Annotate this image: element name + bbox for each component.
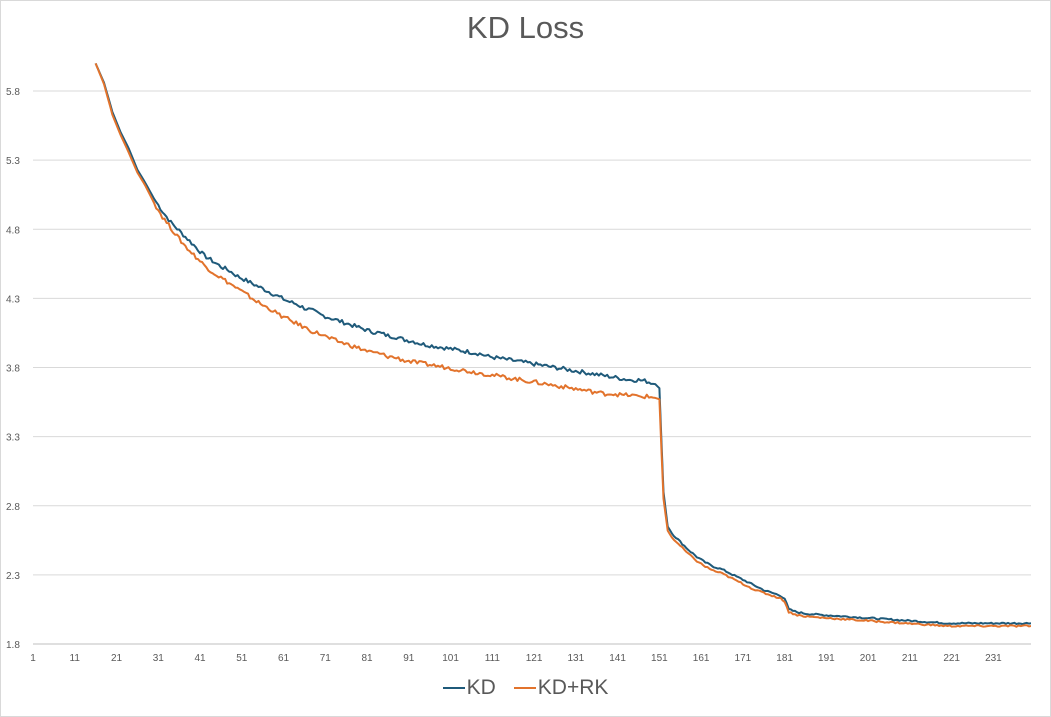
- legend-label-kd-rk: KD+RK: [537, 676, 609, 699]
- legend-label-kd: KD: [466, 676, 496, 699]
- x-tick-label: 111: [485, 653, 501, 664]
- y-tick-label: 4.8: [6, 225, 20, 236]
- x-tick-label: 121: [526, 653, 543, 664]
- x-tick-label: 191: [818, 653, 835, 664]
- y-tick-label: 3.8: [6, 364, 20, 375]
- chart-title: KD Loss: [466, 10, 585, 45]
- x-tick-label: 221: [943, 653, 960, 664]
- y-tick-label: 5.8: [6, 87, 20, 98]
- x-tick-label: 1: [30, 653, 36, 664]
- legend-swatch-kd: [442, 687, 465, 689]
- x-tick-label: 31: [153, 653, 165, 664]
- legend-item-kd: KD: [442, 676, 496, 700]
- y-tick-label: 5.3: [6, 156, 20, 167]
- series-line-kd-rk: [94, 63, 1031, 628]
- x-tick-label: 11: [70, 653, 81, 664]
- x-tick-label: 101: [442, 653, 459, 664]
- y-tick-label: 4.3: [6, 294, 20, 305]
- chart-legend: KD KD+RK: [0, 676, 1051, 700]
- x-tick-label: 141: [609, 653, 626, 664]
- y-tick-label: 2.8: [6, 502, 20, 513]
- x-tick-label: 131: [568, 653, 585, 664]
- legend-item-kd-rk: KD+RK: [513, 676, 609, 700]
- x-tick-label: 201: [860, 653, 877, 664]
- x-tick-label: 71: [320, 653, 332, 664]
- x-tick-label: 61: [278, 653, 290, 664]
- y-tick-label: 3.3: [6, 433, 20, 444]
- legend-swatch-kd-rk: [513, 687, 536, 689]
- x-tick-label: 171: [735, 653, 752, 664]
- x-tick-label: 231: [985, 653, 1002, 664]
- x-tick-label: 91: [403, 653, 415, 664]
- y-tick-label: 1.8: [6, 640, 20, 651]
- x-tick-label: 41: [194, 653, 206, 664]
- x-tick-label: 21: [111, 653, 123, 664]
- x-tick-label: 151: [651, 653, 668, 664]
- x-tick-label: 51: [236, 653, 248, 664]
- series-line-kd: [94, 62, 1031, 626]
- x-tick-label: 161: [693, 653, 710, 664]
- x-tick-label: 81: [361, 653, 373, 664]
- x-tick-label: 211: [902, 653, 918, 664]
- x-tick-label: 181: [776, 653, 793, 664]
- y-tick-label: 2.3: [6, 571, 20, 582]
